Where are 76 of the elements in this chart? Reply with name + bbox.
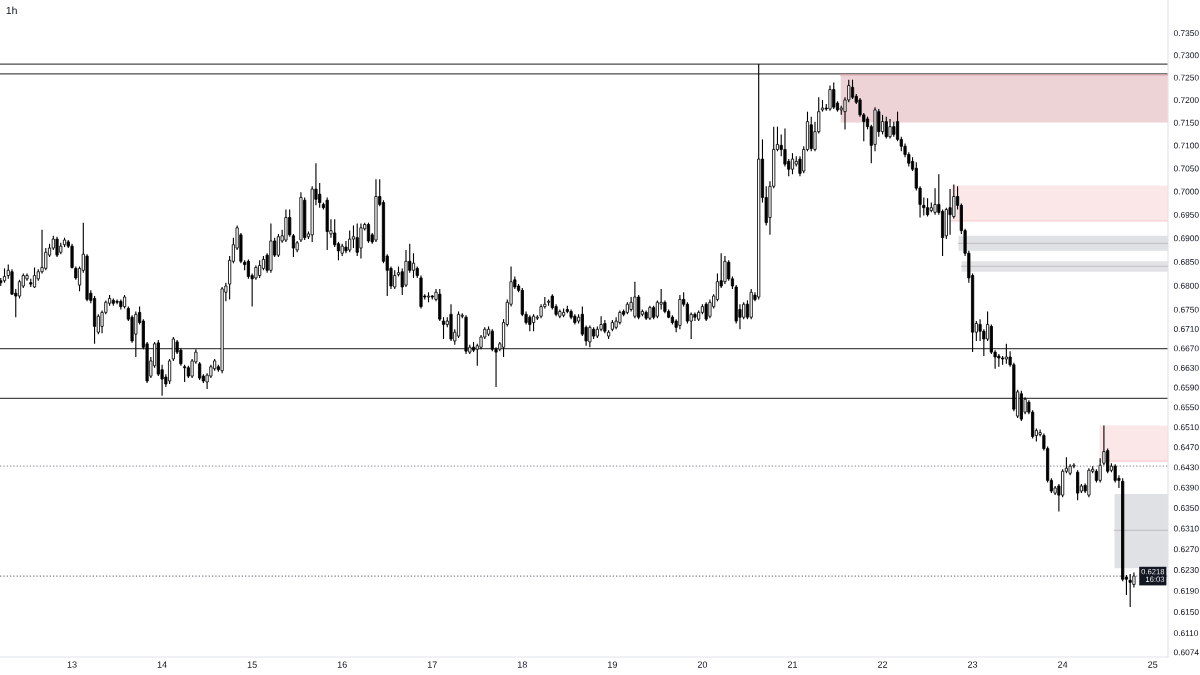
y-tick-label: 0.6510: [1173, 424, 1199, 431]
candlestick: [850, 79, 855, 100]
candlestick: [134, 310, 138, 358]
candlestick: [359, 223, 363, 259]
x-tick-label: 22: [877, 661, 888, 668]
candlestick: [708, 298, 712, 319]
x-tick-label: 15: [247, 661, 257, 668]
candlestick: [880, 114, 885, 135]
x-tick-label: 20: [697, 661, 708, 668]
candlestick: [685, 301, 689, 325]
candlestick: [828, 84, 832, 112]
y-tick-label: 0.6900: [1173, 235, 1199, 242]
y-tick-label: 0.7350: [1173, 30, 1199, 37]
candlestick: [888, 118, 892, 140]
y-tick-label: 0.6750: [1173, 306, 1199, 313]
candlestick: [693, 311, 697, 322]
candlestick: [17, 279, 22, 300]
candlestick: [832, 81, 836, 110]
y-tick-label: 0.6470: [1173, 444, 1199, 451]
y-tick-label: 0.7300: [1173, 52, 1199, 59]
candlestick: [55, 236, 59, 258]
x-tick-label: 23: [968, 661, 978, 668]
candlestick: [809, 116, 813, 152]
y-tick-label: 0.6850: [1173, 258, 1199, 265]
candlestick: [633, 281, 637, 319]
candlestick: [948, 188, 952, 236]
y-tick-label: 0.6190: [1173, 587, 1199, 594]
y-tick-label: 0.7050: [1173, 165, 1199, 172]
x-tick-label: 17: [427, 661, 437, 668]
y-tick-label: 0.7200: [1173, 97, 1199, 104]
y-tick-label: 0.7000: [1173, 188, 1199, 195]
candlestick: [351, 224, 356, 249]
y-tick-label: 0.6800: [1173, 282, 1199, 289]
y-tick-label: 0.6110: [1173, 630, 1199, 637]
candlestick: [288, 208, 292, 238]
y-tick-label: 0.6430: [1173, 464, 1199, 471]
x-tick-label: 21: [787, 661, 798, 668]
x-tick-label: 24: [1058, 661, 1068, 668]
x-tick-label: 16: [337, 661, 347, 668]
y-tick-label: 0.6390: [1173, 484, 1199, 491]
y-tick-label: 0.6590: [1173, 384, 1199, 391]
candlestick: [884, 116, 888, 140]
candlestick: [1128, 573, 1132, 608]
x-tick-label: 13: [67, 661, 77, 668]
y-tick-label: 0.6670: [1173, 345, 1199, 352]
y-tick-label: 0.6074: [1173, 649, 1199, 656]
y-tick-label: 0.7150: [1173, 119, 1199, 126]
candlestick: [588, 324, 592, 348]
y-tick-label: 0.7100: [1173, 142, 1199, 149]
y-tick-label: 0.7250: [1173, 74, 1199, 81]
candlestick: [168, 358, 172, 385]
x-tick-label: 25: [1148, 661, 1158, 668]
y-tick-label: 0.6150: [1173, 609, 1199, 615]
candlestick: [291, 233, 295, 258]
y-tick-label: 0.6230: [1173, 567, 1199, 573]
candlestick: [723, 255, 727, 285]
chart-title: 1h: [6, 6, 17, 15]
candlestick: [933, 187, 937, 216]
y-tick-label: 0.6350: [1173, 505, 1199, 511]
candlestick: [171, 336, 175, 362]
candlestick: [284, 208, 288, 243]
candlestick: [393, 269, 397, 290]
candlestick: [704, 301, 708, 322]
candlestick: [997, 353, 1001, 368]
y-tick-label: 0.6550: [1173, 404, 1199, 411]
x-tick-label: 18: [517, 661, 527, 668]
y-tick-label: 0.6710: [1173, 326, 1199, 332]
x-tick-label: 14: [157, 661, 167, 668]
y-tick-label: 0.6310: [1173, 525, 1199, 532]
candlestick: [355, 223, 359, 257]
candlestick: [115, 298, 119, 305]
y-tick-label: 0.6270: [1173, 546, 1199, 553]
y-tick-label: 0.6630: [1173, 364, 1199, 371]
candlestick: [276, 233, 280, 258]
y-tick-label: 0.6950: [1173, 211, 1199, 218]
x-tick-label: 19: [608, 661, 617, 668]
